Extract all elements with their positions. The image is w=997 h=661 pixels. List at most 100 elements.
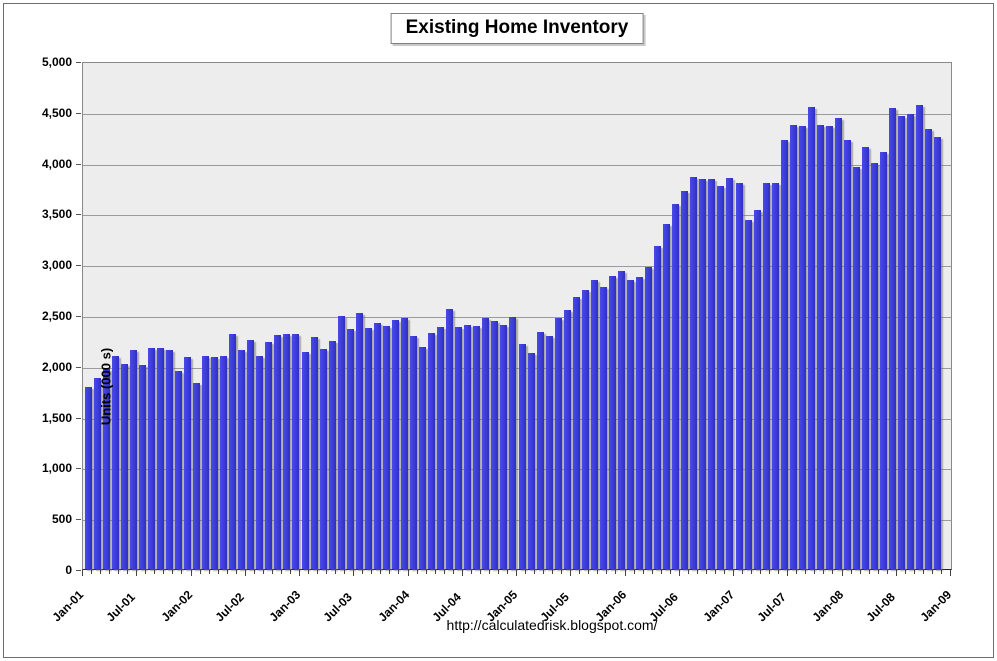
x-minor-tick bbox=[742, 570, 744, 574]
x-minor-tick bbox=[163, 570, 165, 574]
x-minor-tick bbox=[642, 570, 644, 574]
x-minor-tick bbox=[940, 570, 942, 574]
bar bbox=[419, 346, 427, 569]
y-tick bbox=[76, 214, 81, 216]
x-minor-tick bbox=[262, 570, 264, 574]
bar bbox=[834, 117, 842, 569]
x-minor-tick bbox=[308, 570, 310, 574]
bar bbox=[292, 333, 300, 569]
x-major-tick bbox=[407, 570, 409, 576]
x-minor-tick bbox=[561, 570, 563, 574]
y-tick-label: 2,500 bbox=[41, 309, 72, 323]
bar bbox=[84, 387, 92, 569]
x-minor-tick bbox=[335, 570, 337, 574]
x-minor-tick bbox=[280, 570, 282, 574]
bar bbox=[400, 318, 408, 569]
x-major-tick bbox=[841, 570, 843, 576]
bar bbox=[880, 152, 888, 569]
x-minor-tick bbox=[859, 570, 861, 574]
bar bbox=[844, 140, 851, 569]
y-axis-title: Units (000 s) bbox=[98, 347, 114, 426]
x-major-tick bbox=[461, 570, 463, 576]
bar bbox=[636, 276, 644, 569]
x-minor-tick bbox=[127, 570, 129, 574]
bar bbox=[102, 368, 110, 569]
x-minor-tick bbox=[118, 570, 120, 574]
x-minor-tick bbox=[253, 570, 255, 574]
bar bbox=[382, 325, 390, 569]
bar bbox=[256, 356, 264, 569]
x-minor-tick bbox=[145, 570, 147, 574]
bar bbox=[726, 177, 734, 569]
x-minor-tick bbox=[380, 570, 382, 574]
x-minor-tick bbox=[497, 570, 499, 574]
bar bbox=[464, 324, 472, 569]
x-minor-tick bbox=[651, 570, 653, 574]
bar bbox=[391, 320, 399, 569]
bar bbox=[120, 364, 128, 569]
bar bbox=[762, 182, 770, 569]
x-major-tick bbox=[136, 570, 138, 576]
y-tick-label: 3,000 bbox=[41, 258, 72, 273]
bar bbox=[355, 313, 363, 569]
y-tick-label: 1,500 bbox=[41, 410, 72, 425]
bar bbox=[735, 182, 743, 569]
x-minor-tick bbox=[805, 570, 807, 574]
x-minor-tick bbox=[904, 570, 906, 574]
bar bbox=[645, 266, 653, 569]
bar bbox=[174, 370, 182, 569]
x-minor-tick bbox=[886, 570, 888, 574]
x-minor-tick bbox=[913, 570, 915, 574]
bar bbox=[681, 191, 689, 569]
x-minor-tick bbox=[172, 570, 174, 574]
x-minor-tick bbox=[199, 570, 201, 574]
x-minor-tick bbox=[488, 570, 490, 574]
gridline bbox=[83, 469, 951, 471]
bar bbox=[599, 286, 607, 569]
bar bbox=[536, 332, 544, 569]
x-minor-tick bbox=[669, 570, 671, 574]
bar bbox=[283, 333, 291, 569]
x-minor-tick bbox=[606, 570, 608, 574]
x-minor-tick bbox=[850, 570, 852, 574]
gridline bbox=[83, 520, 951, 522]
x-minor-tick bbox=[579, 570, 581, 574]
x-minor-tick bbox=[389, 570, 391, 574]
y-tick bbox=[76, 519, 81, 521]
bar bbox=[717, 185, 725, 569]
x-minor-tick bbox=[823, 570, 825, 574]
x-minor-tick bbox=[416, 570, 418, 574]
x-minor-tick bbox=[506, 570, 508, 574]
bar bbox=[608, 275, 616, 569]
bar bbox=[319, 349, 327, 569]
bar bbox=[663, 223, 671, 569]
source-url: http://calculatedrisk.blogspot.com/ bbox=[446, 617, 658, 633]
x-major-tick bbox=[82, 570, 83, 576]
x-minor-tick bbox=[235, 570, 237, 574]
x-minor-tick bbox=[922, 570, 924, 574]
bar bbox=[798, 126, 806, 569]
bar bbox=[853, 166, 861, 569]
bar bbox=[871, 162, 879, 569]
bar bbox=[708, 178, 716, 569]
y-tick-label: 4,000 bbox=[41, 156, 72, 171]
x-minor-tick bbox=[479, 570, 481, 574]
bar bbox=[138, 364, 146, 569]
x-minor-tick bbox=[362, 570, 364, 574]
y-tick bbox=[76, 366, 81, 368]
bar bbox=[156, 347, 164, 569]
x-minor-tick bbox=[696, 570, 698, 574]
bar bbox=[627, 279, 634, 569]
x-minor-tick bbox=[877, 570, 879, 574]
x-major-tick bbox=[787, 570, 789, 576]
x-minor-tick bbox=[344, 570, 346, 574]
x-minor-tick bbox=[470, 570, 472, 574]
bar bbox=[518, 343, 526, 569]
bar bbox=[193, 383, 200, 569]
x-minor-tick bbox=[452, 570, 454, 574]
x-minor-tick bbox=[769, 570, 771, 574]
bar bbox=[274, 334, 282, 569]
bar bbox=[816, 125, 824, 569]
bar bbox=[337, 315, 345, 569]
y-tick bbox=[76, 62, 81, 63]
